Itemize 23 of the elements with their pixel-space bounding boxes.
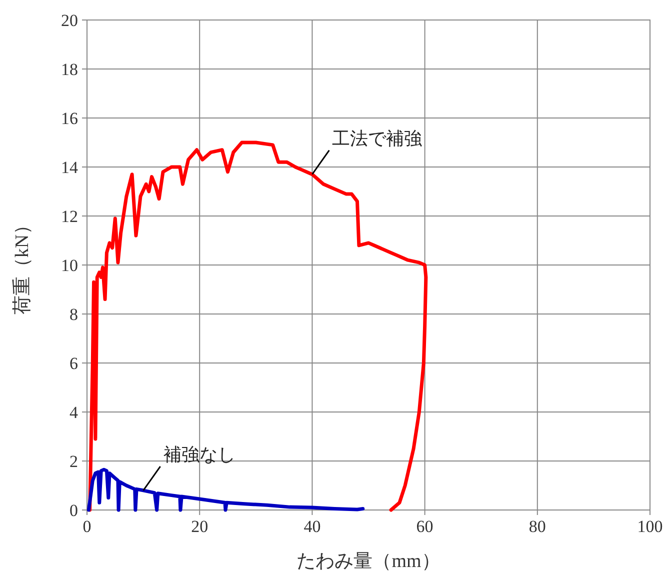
y-tick-label: 2 <box>70 452 78 471</box>
x-tick-label: 20 <box>191 517 208 536</box>
x-tick-label: 80 <box>528 517 546 536</box>
annotation: 工法で補強 <box>312 128 422 175</box>
x-tick-label: 100 <box>637 517 663 536</box>
annotation: 補強なし <box>142 444 236 491</box>
y-tick-label: 20 <box>61 11 78 30</box>
y-tick-label: 16 <box>61 109 78 128</box>
y-tick-label: 12 <box>61 207 78 226</box>
x-axis-title: たわみ量（mm） <box>296 551 440 572</box>
y-tick-label: 18 <box>61 60 78 79</box>
x-tick-label: 60 <box>416 517 434 536</box>
y-tick-label: 0 <box>70 501 78 520</box>
x-tick-label: 0 <box>82 517 92 536</box>
y-tick-label: 10 <box>61 256 78 275</box>
y-tick-label: 4 <box>70 403 78 422</box>
annotation: 工法で補強 <box>332 128 422 150</box>
y-tick-label: 8 <box>70 305 78 324</box>
y-tick-label: 6 <box>70 354 78 373</box>
annotation: 補強なし <box>163 444 236 466</box>
y-tick-label: 14 <box>61 158 78 177</box>
x-tick-label: 40 <box>304 517 321 536</box>
y-axis-title: 荷重（kN） <box>12 215 33 315</box>
